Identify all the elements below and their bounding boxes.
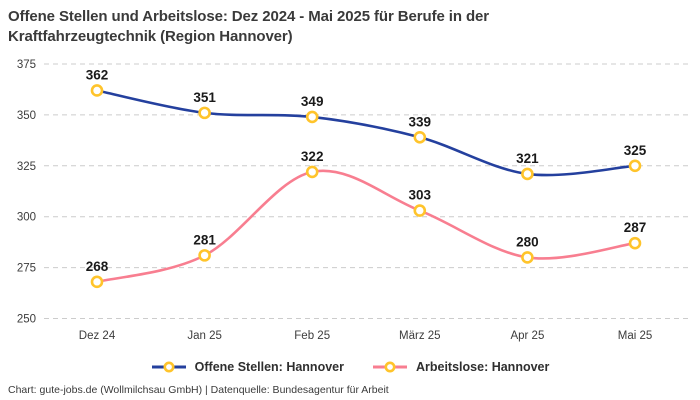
data-point-value-label: 349 [301, 94, 324, 109]
data-point-value-label: 322 [301, 149, 324, 164]
data-point-value-label: 321 [516, 151, 539, 166]
legend-label-arbeitslose: Arbeitslose: Hannover [415, 360, 550, 374]
series-line-0 [95, 89, 637, 177]
data-point-marker [628, 159, 642, 173]
data-point-marker [413, 204, 427, 217]
x-tick-label: Feb 25 [294, 330, 330, 342]
chart-title: Offene Stellen und Arbeitslose: Dez 2024… [8, 8, 490, 45]
y-tick-label: 350 [17, 110, 36, 122]
x-tick-label: Apr 25 [510, 330, 544, 342]
data-point-value-label: 268 [86, 259, 109, 274]
data-point-value-label: 362 [86, 67, 109, 82]
data-point-marker [521, 251, 534, 264]
x-tick-label: Dez 24 [79, 330, 116, 342]
legend-label-offene-stellen: Offene Stellen: Hannover [194, 360, 344, 374]
line-chart-plot: 250 275 300 325 350 375 Dez 24 Jan 25 Feb 25 März… [17, 59, 692, 342]
data-point-value-label: 287 [624, 220, 647, 235]
legend-line-marker-icon [372, 361, 407, 373]
legend-item-arbeitslose[interactable]: Arbeitslose: Hannover [372, 360, 549, 374]
x-tick-label: März 25 [399, 330, 441, 342]
legend-item-offene-stellen[interactable]: Offene Stellen: Hannover [151, 360, 344, 374]
data-point-value-label: 281 [193, 232, 216, 247]
data-point-value-label: 339 [409, 114, 432, 129]
data-point-marker [305, 165, 319, 179]
x-tick-label: Mai 25 [618, 330, 653, 342]
data-point-value-label: 280 [516, 234, 539, 249]
chart-credit: Chart: gute-jobs.de (Wollmilchsau GmbH) … [8, 384, 389, 396]
y-tick-label: 375 [17, 59, 36, 71]
data-point-marker [198, 106, 211, 120]
data-point-marker [628, 236, 642, 250]
data-point-value-label: 303 [409, 188, 432, 203]
data-point-marker [305, 110, 319, 124]
x-tick-label: Jan 25 [187, 330, 222, 342]
data-point-marker [521, 167, 534, 181]
y-tick-label: 250 [17, 314, 36, 326]
data-point-value-label: 351 [193, 90, 216, 105]
data-point-value-label: 325 [624, 143, 647, 158]
y-tick-label: 275 [17, 263, 36, 275]
legend: Offene Stellen: Hannover Arbeitslose: Ha… [0, 360, 700, 374]
legend-line-marker-icon [151, 361, 186, 373]
data-point-marker [90, 84, 104, 97]
data-point-marker [90, 275, 104, 289]
y-tick-label: 300 [17, 212, 36, 224]
y-tick-label: 325 [17, 161, 36, 173]
series-line-1 [95, 169, 637, 284]
data-point-marker [413, 130, 427, 144]
data-point-marker [198, 249, 211, 262]
